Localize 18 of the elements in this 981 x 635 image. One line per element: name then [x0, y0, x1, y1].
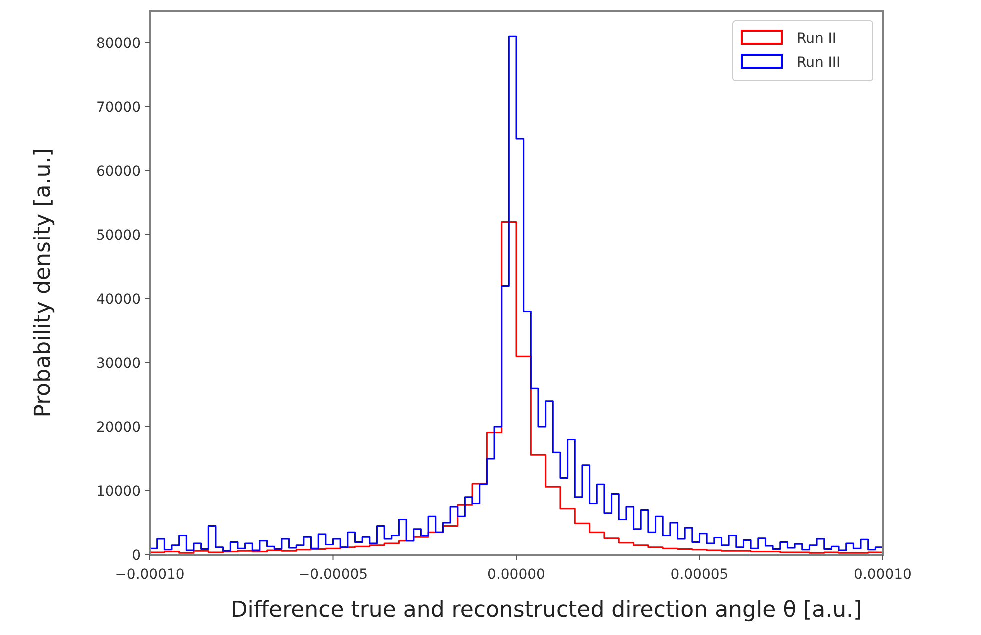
legend-label: Run II	[797, 31, 837, 47]
y-tick-label: 60000	[96, 164, 141, 180]
y-tick-label: 20000	[96, 420, 141, 436]
y-tick-label: 10000	[96, 484, 141, 500]
y-tick-label: 70000	[96, 100, 141, 116]
x-tick-label: −0.00010	[115, 567, 185, 583]
legend-label: Run III	[797, 55, 841, 71]
y-tick-label: 50000	[96, 228, 141, 244]
x-tick-label: 0.00005	[670, 567, 729, 583]
y-tick-label: 40000	[96, 292, 141, 308]
y-tick-label: 80000	[96, 36, 141, 52]
y-axis-title: Probability density [a.u.]	[31, 148, 56, 418]
x-tick-label: 0.00010	[854, 567, 912, 583]
x-tick-label: 0.00000	[488, 567, 546, 583]
y-tick-label: 0	[132, 548, 141, 564]
y-tick-label: 30000	[96, 356, 141, 372]
x-tick-label: −0.00005	[298, 567, 368, 583]
x-axis-title: Difference true and reconstructed direction angle θ [a.u.]	[230, 598, 862, 623]
